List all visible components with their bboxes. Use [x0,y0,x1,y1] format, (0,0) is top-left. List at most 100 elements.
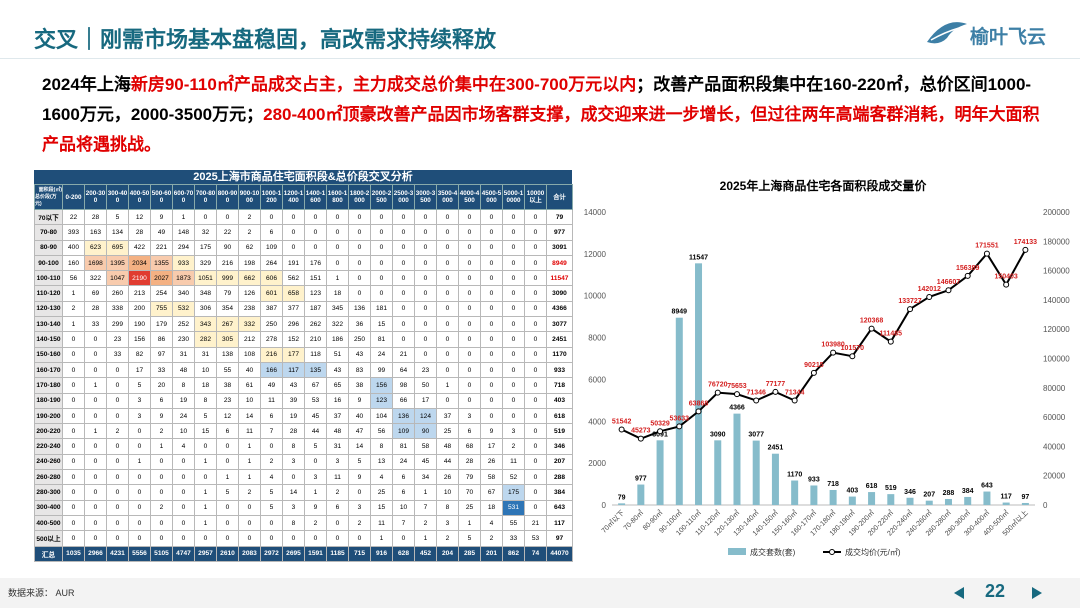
table-cell: 0 [392,316,415,333]
table-cell: 1 [194,499,217,516]
table-cell: 0 [392,208,415,226]
bar [714,440,722,505]
table-row: 110-120 1 69 260 213 254 340 348 79 126 601 658 123 1… [34,285,573,302]
table-cell: 9 [480,423,503,440]
table-cell: 81 [370,331,393,348]
line-label: 63868 [689,400,709,407]
table-cell: 0 [216,453,239,471]
table-cell: 19 [282,407,305,425]
line-marker [733,391,740,398]
table-cell: 8 [282,514,305,532]
table-cell: 26 [480,453,503,471]
table-row: 70以下 22 28 5 12 9 1 0 0 2 0 0 0 0 0 0 0 0 0 0 0 0 0 79 [34,208,573,226]
table-cell: 134 [106,224,129,241]
table-cell: 0 [414,285,437,302]
table-cell: 45 [414,453,437,471]
table-cell: 1 [238,438,261,455]
row-label: 70-80 [34,224,63,241]
table-cell: 0 [370,254,393,272]
column-header: 700-800 [194,184,217,210]
bar-label: 4366 [729,405,745,412]
table-cell: 0 [128,499,151,516]
x-tick-label: 70㎡以下 [600,509,626,535]
next-button[interactable] [1030,586,1044,600]
table-cell: 65 [326,377,349,394]
table-cell: 176 [304,254,327,272]
table-cell: 2 [62,300,85,318]
table-cell: 1 [194,453,217,471]
table-cell: 562 [282,270,305,287]
row-label: 170-180 [34,377,63,394]
table-cell: 5 [216,484,239,501]
table-cell: 0 [502,346,525,363]
table-cell: 117 [282,361,305,379]
table-cell: 5 [194,407,217,425]
table-cell: 1 [62,285,85,302]
table-row: 200-220 0 1 2 0 2 10 15 6 11 7 28 44 48 47 56 109 90 25 6 9 3… [34,423,573,440]
bar [695,263,703,505]
table-cell: 17 [128,361,151,379]
table-cell: 56 [370,423,393,440]
table-cell: 1395 [106,254,129,272]
line [621,249,1027,440]
table-cell: 0 [238,514,261,532]
line-marker [714,389,721,396]
table-cell: 532 [172,300,195,318]
table-cell: 0 [194,438,217,455]
table-cell: 1873 [172,270,195,287]
table-cell: 348 [194,285,217,302]
column-header: 1400-1600 [304,184,327,210]
table-cell: 0 [260,438,283,455]
y2-tick-label: 180000 [1043,237,1070,246]
table-cell: 0 [62,530,85,547]
table-cell: 69 [84,285,107,302]
legend-label: 成交套数(套) [750,547,796,557]
table-cell: 5 [106,208,129,226]
table-cell: 305 [216,331,239,348]
table-cell: 2027 [150,270,173,287]
table-cell: 19 [172,392,195,409]
table-cell: 11 [370,514,393,532]
table-cell: 519 [546,423,573,440]
table-row: 140-150 0 0 23 156 86 230 282 305 212 278 152 210 186… [34,331,573,348]
table-cell: 97 [150,346,173,363]
table-cell: 0 [172,499,195,516]
column-header: 2000-2500 [370,184,393,210]
table-cell: 452 [414,545,437,562]
table-cell: 2 [106,423,129,440]
table-cell: 18 [480,499,503,516]
table-cell: 160 [62,254,85,272]
table-cell: 0 [502,239,525,256]
table-cell: 0 [128,514,151,532]
table-cell: 33 [150,361,173,379]
table-cell: 0 [348,254,371,272]
table-cell: 10 [238,392,261,409]
column-header: 5000-10000 [502,184,525,210]
table-cell: 1035 [62,545,85,562]
table-cell: 126 [238,285,261,302]
table-cell: 1 [150,438,173,455]
bar [944,498,952,505]
bar [752,440,760,505]
table-cell: 99 [370,361,393,379]
table-cell: 212 [238,331,261,348]
table-cell: 3 [348,499,371,516]
prev-button[interactable] [952,586,966,600]
table-cell: 9 [150,407,173,425]
table-cell: 0 [436,361,459,379]
line-label: 53633 [670,415,690,422]
table-cell: 3 [128,407,151,425]
table-cell: 48 [326,423,349,440]
table-cell: 0 [84,392,107,409]
table-cell: 294 [172,239,195,256]
table-cell: 213 [128,285,151,302]
corner-top: 面积段(㎡) [38,186,62,193]
cross-table: 2025上海市商品住宅面积段&总价段交叉分析 面积段(㎡) 总价段(万元) 0-20… [34,170,573,562]
line-marker [1003,281,1010,288]
table-cell: 14 [348,438,371,455]
table-cell: 0 [348,208,371,226]
logo-text: 榆叶飞云 [970,27,1047,48]
table-cell: 135 [304,361,327,379]
row-label: 400-500 [34,514,63,532]
table-cell: 1 [436,377,459,394]
